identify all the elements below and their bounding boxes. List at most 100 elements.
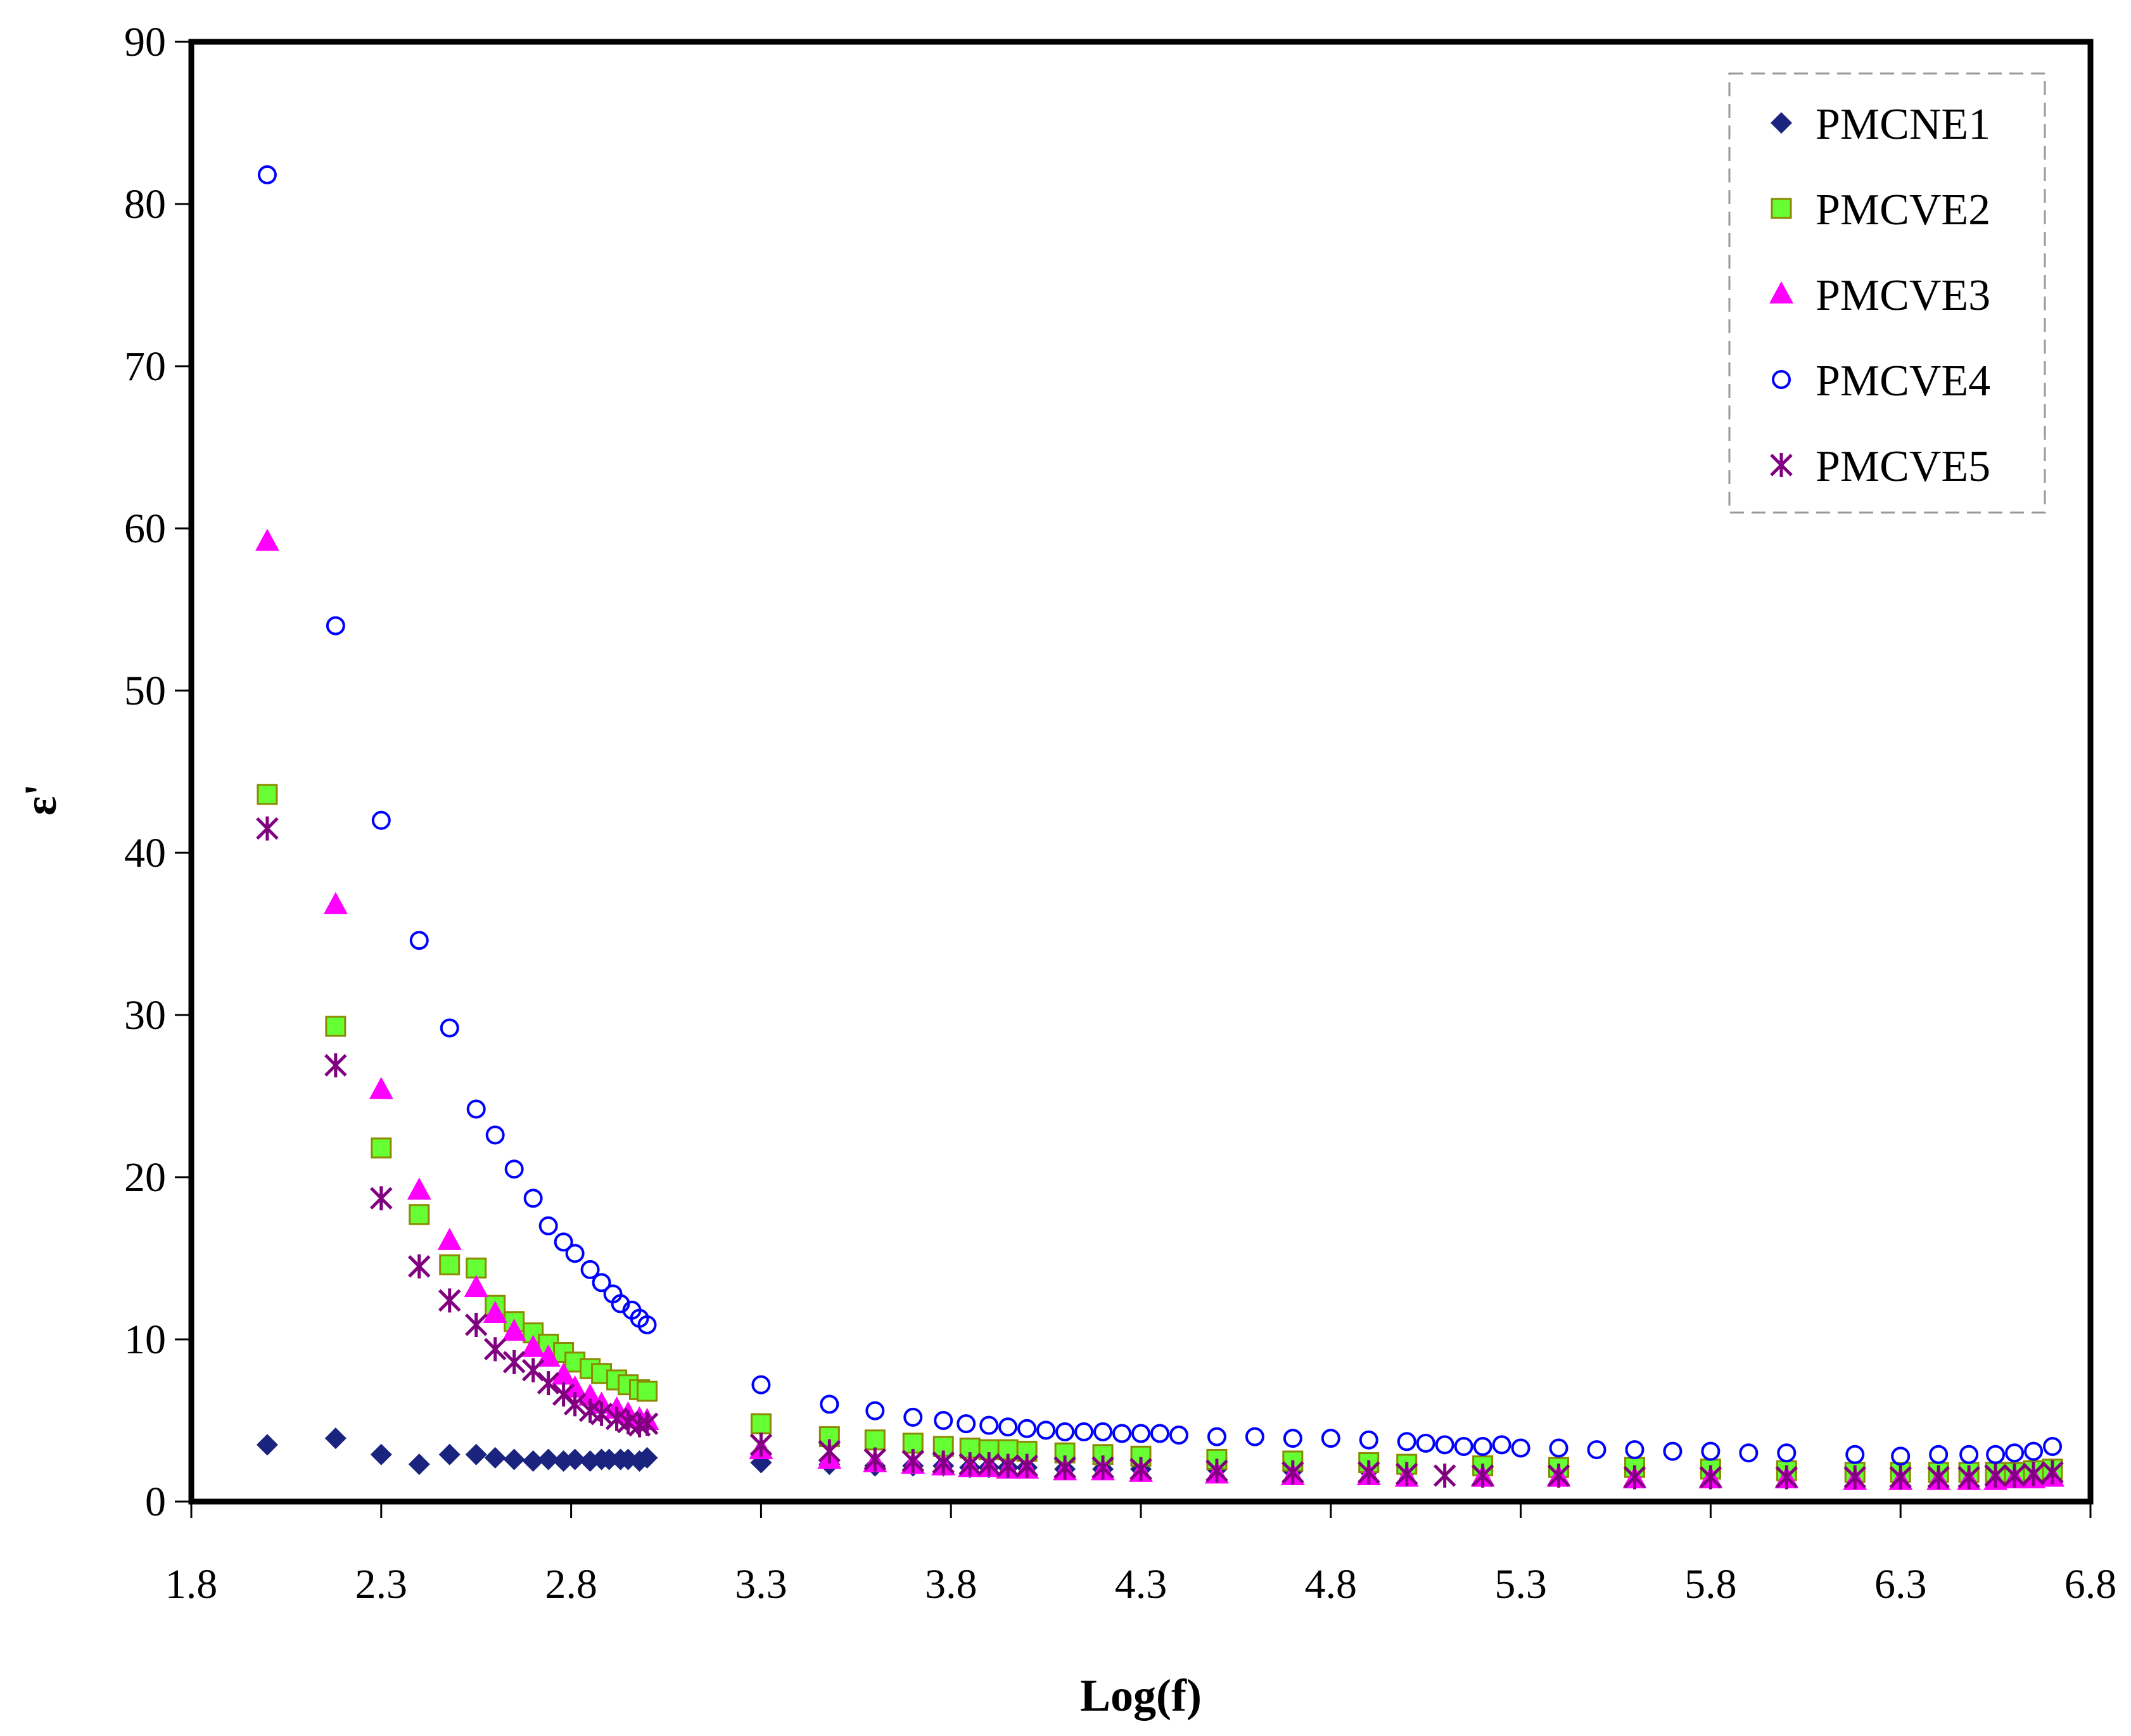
- data-point-pmcve5: [1927, 1465, 1950, 1490]
- data-point-pmcve5: [958, 1452, 981, 1477]
- data-point-pmcve4: [820, 1395, 839, 1414]
- data-point-pmcne1: [636, 1446, 658, 1469]
- data-point-pmcve4: [1055, 1422, 1075, 1441]
- data-point-pmcve4: [326, 616, 345, 635]
- data-point-pmcne1: [564, 1448, 586, 1471]
- axes-group: 0 10 20 30 40 50 60 70 80 90 1.8 2.3 2.8 3.3 3.8 4.3 4.8…: [124, 19, 2116, 1607]
- legend-marker-pmcve4: [1772, 370, 1791, 389]
- data-point-pmcve4: [1625, 1440, 1644, 1460]
- data-point-pmcve5: [590, 1401, 613, 1426]
- data-point-pmcve5: [996, 1453, 1019, 1478]
- data-point-pmcve5: [749, 1433, 773, 1457]
- y-tick-label: 90: [124, 19, 166, 65]
- data-point-pmcve4: [1017, 1419, 1037, 1438]
- data-point-pmcve5: [1205, 1458, 1228, 1483]
- data-point-pmcne1: [370, 1443, 392, 1465]
- data-point-pmcve3: [502, 1318, 526, 1341]
- data-point-pmcve3: [578, 1383, 602, 1406]
- data-point-pmcve4: [1777, 1443, 1797, 1463]
- data-series-group: [255, 165, 2065, 1490]
- data-point-pmcve4: [1891, 1446, 1911, 1466]
- data-point-pmcve4: [751, 1375, 771, 1395]
- data-point-pmcve4: [1207, 1427, 1226, 1446]
- data-point-pmcve3: [437, 1227, 462, 1250]
- data-point-pmcve3: [464, 1275, 488, 1298]
- data-point-pmcve5: [1699, 1465, 1722, 1490]
- y-tick-label: 80: [124, 181, 166, 227]
- data-point-pmcve4: [1959, 1445, 1979, 1464]
- x-tick-label: 5.3: [1494, 1561, 1547, 1607]
- data-point-pmcne1: [484, 1446, 506, 1469]
- data-point-pmcve3: [521, 1334, 545, 1357]
- data-point-pmcve5: [256, 816, 279, 841]
- data-point-pmcve4: [1169, 1426, 1188, 1445]
- data-point-pmcve4: [485, 1125, 505, 1145]
- data-point-pmcve4: [1074, 1422, 1094, 1441]
- data-point-pmcve4: [1435, 1435, 1454, 1455]
- legend-label-pmcve4: PMCVE4: [1816, 357, 1990, 405]
- data-point-pmcve4: [504, 1159, 524, 1179]
- data-point-pmcve5: [1889, 1465, 1912, 1490]
- data-point-pmcve5: [483, 1337, 507, 1362]
- series-pmcve5: [256, 816, 2064, 1490]
- data-point-pmcve4: [1929, 1445, 1949, 1464]
- data-point-pmcve5: [1775, 1465, 1798, 1490]
- x-tick-label: 3.3: [735, 1561, 787, 1607]
- data-point-pmcve5: [1984, 1464, 2007, 1488]
- data-point-pmcve5: [977, 1452, 1000, 1477]
- data-point-pmcve4: [1845, 1445, 1865, 1464]
- data-point-pmcve2: [466, 1257, 487, 1279]
- x-tick-label: 1.8: [165, 1561, 218, 1607]
- data-point-pmcve4: [1397, 1432, 1416, 1452]
- data-point-pmcve4: [592, 1273, 611, 1292]
- x-tick-label: 5.8: [1684, 1561, 1737, 1607]
- data-point-pmcve5: [635, 1412, 659, 1436]
- y-tick-label: 40: [124, 830, 166, 876]
- data-point-pmcve4: [1492, 1435, 1511, 1455]
- data-point-pmcve4: [1036, 1420, 1056, 1440]
- data-point-pmcve5: [1015, 1453, 1038, 1478]
- data-point-pmcve5: [1623, 1465, 1646, 1490]
- data-point-pmcve4: [637, 1315, 657, 1334]
- x-tick-label: 4.8: [1305, 1561, 1358, 1607]
- data-point-pmcve2: [325, 1016, 347, 1037]
- data-point-pmcve4: [538, 1216, 558, 1235]
- data-point-pmcve3: [369, 1076, 393, 1099]
- data-point-pmcve3: [551, 1362, 576, 1385]
- data-point-pmcne1: [324, 1427, 347, 1450]
- data-point-pmcve4: [1283, 1429, 1302, 1448]
- data-point-pmcve4: [1701, 1441, 1721, 1461]
- legend: PMCNE1 PMCVE2 PMCVE3 PMCVE4 PMCVE5: [1728, 72, 2046, 514]
- data-point-pmcve5: [932, 1450, 955, 1475]
- data-point-pmcve4: [1359, 1430, 1378, 1450]
- data-point-pmcve4: [1511, 1438, 1530, 1458]
- data-point-pmcve4: [523, 1189, 543, 1208]
- x-tick-label: 6.8: [2064, 1561, 2117, 1607]
- data-point-pmcve2: [750, 1413, 772, 1434]
- data-point-pmcve4: [1131, 1424, 1150, 1443]
- data-point-pmcve4: [466, 1099, 486, 1119]
- data-point-pmcve5: [1357, 1460, 1380, 1484]
- y-axis-title: ε': [15, 784, 66, 816]
- data-point-pmcve4: [1473, 1436, 1492, 1456]
- data-point-pmcve5: [1091, 1455, 1114, 1480]
- y-tick-label: 50: [124, 668, 166, 714]
- data-point-pmcve5: [502, 1350, 526, 1374]
- data-point-pmcve5: [2022, 1462, 2045, 1486]
- data-point-pmcve5: [438, 1288, 461, 1313]
- data-point-pmcve4: [865, 1401, 885, 1420]
- data-point-pmcve3: [255, 528, 279, 551]
- data-point-pmcve5: [370, 1186, 393, 1211]
- data-point-pmcve4: [1986, 1445, 2006, 1464]
- legend-marker-pmcne1: [1771, 112, 1792, 134]
- data-point-pmcve4: [371, 810, 391, 830]
- data-point-pmcve2: [371, 1137, 392, 1159]
- data-point-pmcve5: [1957, 1465, 1980, 1490]
- data-point-pmcve4: [1549, 1438, 1568, 1458]
- data-point-pmcve4: [934, 1411, 953, 1430]
- data-point-pmcve5: [2041, 1460, 2064, 1484]
- data-point-pmcve5: [863, 1447, 887, 1472]
- data-point-pmcve5: [1053, 1455, 1076, 1480]
- legend-label-pmcve2: PMCVE2: [1816, 186, 1990, 234]
